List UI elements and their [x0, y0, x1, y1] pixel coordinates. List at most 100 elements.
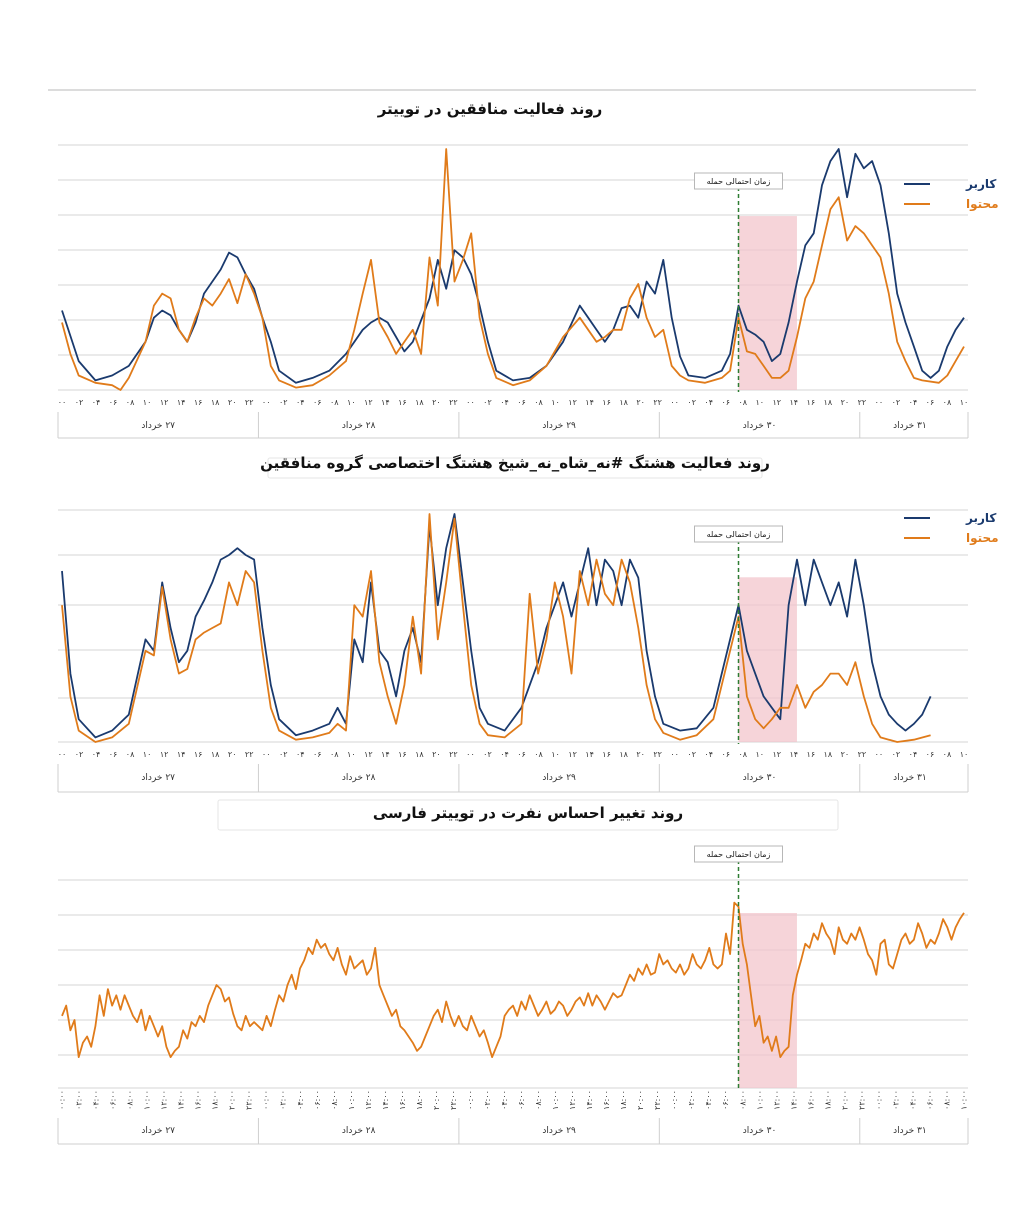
day-label: ۳۰ خرداد	[743, 773, 777, 783]
x-tick-label: ۰۴	[909, 398, 918, 407]
x-tick-label: ۱۸:۰۰	[823, 1090, 832, 1110]
series-line-content	[61, 901, 965, 1058]
x-tick-label: ۰۸	[330, 750, 339, 759]
x-tick-label: ۱۰:۰۰	[347, 1090, 356, 1110]
x-tick-label: ۱۲:۰۰	[364, 1090, 373, 1110]
x-tick-label: ۱۴	[790, 750, 799, 759]
day-label: ۲۹ خرداد	[542, 1126, 576, 1136]
day-label: ۳۱ خرداد	[893, 421, 927, 431]
x-tick-label: ۰۲	[687, 750, 696, 759]
x-tick-label: ۱۴:۰۰	[381, 1090, 390, 1110]
legend-label-user: کاربر	[965, 177, 996, 191]
x-tick-label: ۰۰	[670, 398, 679, 407]
x-tick-label: ۲۲	[449, 750, 458, 759]
x-tick-label: ۰۰	[262, 750, 271, 759]
attack-annotation-box	[694, 172, 783, 190]
chart-hashtag-activity: روند فعالیت هشتگ #نه_شاه_نه_شیخ هشتگ اخت…	[57, 454, 999, 793]
x-tick-label: ۱۲	[364, 398, 373, 407]
x-tick-label: ۰۴	[296, 750, 305, 759]
x-tick-label: ۱۶	[398, 750, 407, 759]
x-tick-label: ۰۸	[738, 750, 747, 759]
x-tick-label: ۱۸:۰۰	[211, 1090, 220, 1110]
x-tick-label: ۱۸	[415, 398, 424, 407]
x-tick-label: ۱۴	[790, 398, 799, 407]
x-tick-label: ۲۰:۰۰	[228, 1090, 237, 1110]
x-tick-label: ۰۲	[75, 750, 84, 759]
x-tick-label: ۱۸	[619, 398, 628, 407]
x-tick-label: ۲۰	[636, 750, 645, 759]
x-tick-label: ۱۲	[772, 750, 781, 759]
x-tick-label: ۰۸	[943, 398, 952, 407]
x-tick-label: ۰۸	[738, 398, 747, 407]
x-tick-label: ۰۲:۰۰	[687, 1090, 696, 1110]
x-tick-label: ۱۰	[960, 398, 969, 407]
x-tick-label: ۱۸	[824, 750, 833, 759]
legend-label-content: محتوا	[966, 531, 999, 546]
x-tick-label: ۱۰	[347, 398, 356, 407]
x-tick-label: ۰۴:۰۰	[92, 1090, 101, 1110]
x-tick-label: ۰۶	[313, 398, 322, 407]
x-tick-label: ۲۲:۰۰	[449, 1090, 458, 1110]
x-tick-label: ۱۴:۰۰	[789, 1090, 798, 1110]
x-tick-label: ۱۶:۰۰	[806, 1090, 815, 1110]
x-tick-label: ۰۴:۰۰	[908, 1090, 917, 1110]
attack-annotation-box	[694, 845, 783, 863]
x-tick-label: ۰۰:۰۰	[58, 1090, 67, 1110]
x-tick-label: ۰۰	[262, 398, 271, 407]
x-tick-label: ۰۶:۰۰	[925, 1090, 934, 1110]
day-label: ۲۹ خرداد	[542, 773, 576, 783]
attack-annotation-label: زمان احتمالی حمله	[707, 177, 771, 186]
x-tick-label: ۰۰	[58, 398, 67, 407]
x-tick-label: ۰۶	[517, 398, 526, 407]
x-tick-label: ۱۴	[585, 750, 594, 759]
x-tick-label: ۱۶:۰۰	[194, 1090, 203, 1110]
x-tick-label: ۱۴:۰۰	[585, 1090, 594, 1110]
x-tick-label: ۲۰	[841, 398, 850, 407]
x-tick-label: ۱۸	[211, 398, 220, 407]
x-tick-label: ۱۸:۰۰	[619, 1090, 628, 1110]
x-tick-label: ۰۶	[926, 398, 935, 407]
legend-label-content: محتوا	[966, 197, 999, 212]
x-tick-label: ۰۶	[721, 750, 730, 759]
x-tick-label: ۰۲:۰۰	[75, 1090, 84, 1110]
x-tick-label: ۲۰	[228, 398, 237, 407]
attack-annotation-box	[694, 525, 783, 543]
x-tick-label: ۱۰	[551, 398, 560, 407]
x-tick-label: ۱۶	[602, 750, 611, 759]
x-tick-label: ۰۶:۰۰	[517, 1090, 526, 1110]
x-tick-label: ۲۰	[841, 750, 850, 759]
day-label: ۲۹ خرداد	[542, 421, 576, 431]
x-tick-label: ۰۸	[126, 398, 135, 407]
x-tick-label: ۱۶	[807, 750, 816, 759]
x-tick-label: ۱۸	[619, 750, 628, 759]
x-tick-label: ۱۶	[398, 398, 407, 407]
attack-annotation-label: زمان احتمالی حمله	[707, 530, 771, 539]
x-tick-label: ۰۸	[330, 398, 339, 407]
attack-window-band	[738, 913, 797, 1088]
x-tick-label: ۰۴	[92, 398, 101, 407]
x-tick-label: ۰۸	[534, 398, 543, 407]
x-tick-label: ۰۰:۰۰	[262, 1090, 271, 1110]
x-tick-label: ۰۲	[279, 398, 288, 407]
x-tick-label: ۰۰:۰۰	[670, 1090, 679, 1110]
day-label: ۲۷ خرداد	[141, 421, 175, 431]
x-tick-label: ۱۴:۰۰	[177, 1090, 186, 1110]
x-tick-label: ۰۰:۰۰	[874, 1090, 883, 1110]
x-tick-label: ۰۴:۰۰	[500, 1090, 509, 1110]
x-tick-label: ۲۲	[245, 398, 254, 407]
x-tick-label: ۱۲:۰۰	[160, 1090, 169, 1110]
x-tick-label: ۰۲	[892, 750, 901, 759]
x-tick-label: ۰۸:۰۰	[942, 1090, 951, 1110]
x-tick-label: ۰۶	[109, 750, 118, 759]
series-line-content	[61, 513, 931, 743]
x-tick-label: ۰۶	[721, 398, 730, 407]
x-tick-label: ۱۸:۰۰	[415, 1090, 424, 1110]
x-tick-label: ۱۲	[568, 398, 577, 407]
x-tick-label: ۰۸:۰۰	[126, 1090, 135, 1110]
x-tick-label: ۱۰	[143, 750, 152, 759]
x-tick-label: ۱۰	[960, 750, 969, 759]
x-tick-label: ۰۰	[58, 750, 67, 759]
x-tick-label: ۲۰	[636, 398, 645, 407]
x-tick-label: ۱۶:۰۰	[398, 1090, 407, 1110]
